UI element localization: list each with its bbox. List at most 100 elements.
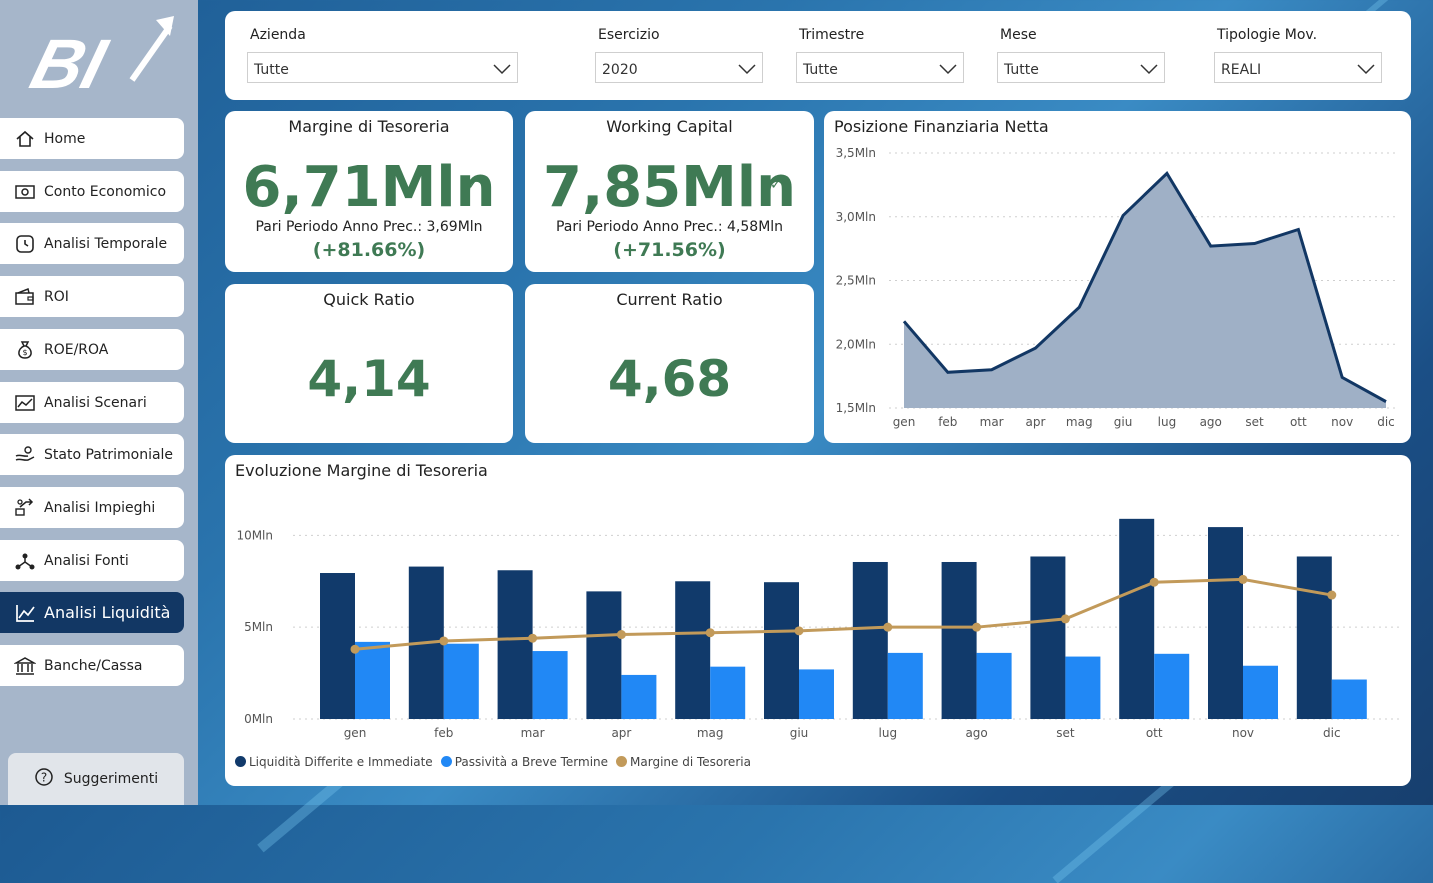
- margine-point: [883, 622, 893, 632]
- y-tick-label: 2,5Mln: [836, 274, 876, 288]
- sidebar-item-label: Analisi Temporale: [44, 235, 168, 252]
- kpi-previous: Pari Periodo Anno Prec.: 3,69Mln: [255, 219, 483, 235]
- kpi-margine-tesoreria: Margine di Tesoreria 6,71Mln ✓ Pari Peri…: [225, 111, 513, 272]
- filter-dropdown[interactable]: Tutte: [247, 52, 518, 83]
- sidebar-item-roi[interactable]: ROI: [0, 276, 184, 317]
- chevron-down-icon: [1140, 64, 1158, 75]
- kpi-quick-ratio: Quick Ratio 4,14: [225, 284, 513, 443]
- margine-point: [350, 644, 360, 654]
- margine-point: [794, 626, 804, 636]
- sidebar-item-stato-patrimoniale[interactable]: Stato Patrimoniale: [0, 434, 184, 475]
- sidebar-item-analisi-liquidit[interactable]: Analisi Liquidità: [0, 592, 184, 633]
- margine-point: [439, 636, 449, 646]
- dropdown-value: Tutte: [1004, 62, 1039, 78]
- bar-passivita: [621, 674, 657, 719]
- bar-passivita: [710, 666, 746, 719]
- kpi-title: Quick Ratio: [323, 290, 415, 309]
- filter-dropdown[interactable]: Tutte: [796, 52, 964, 83]
- sidebar-item-roe-roa[interactable]: $ ROE/ROA: [0, 329, 184, 370]
- money-bag-icon: $: [14, 339, 36, 361]
- home-icon: [14, 128, 36, 150]
- dropdown-value: Tutte: [803, 62, 838, 78]
- kpi-current-ratio: Current Ratio 4,68: [525, 284, 814, 443]
- margine-point: [1060, 614, 1070, 624]
- svg-text:$: $: [22, 348, 27, 357]
- chart-legend: Liquidità Differite e Immediate Passività…: [235, 755, 751, 769]
- evoluzione-bar-chart: 0Mln 5Mln 10Mln gen feb mar apr mag giu lug ago set…: [236, 518, 1400, 740]
- x-tick-label: ott: [1290, 415, 1307, 429]
- bank-icon: [14, 655, 36, 677]
- x-tick-label: mar: [980, 415, 1004, 429]
- sidebar-item-analisi-scenari[interactable]: Analisi Scenari: [0, 382, 184, 423]
- filter-dropdown[interactable]: 2020: [595, 52, 763, 83]
- kpi-value: 7,85Mln: [543, 155, 796, 220]
- x-tick-label: ago: [1200, 415, 1222, 429]
- legend-item[interactable]: Margine di Tesoreria: [616, 755, 751, 769]
- x-tick-label: ott: [1146, 726, 1163, 740]
- margine-line: [354, 577, 1333, 651]
- sidebar-item-label: Home: [44, 130, 86, 147]
- sidebar-item-banche-cassa[interactable]: Banche/Cassa: [0, 645, 184, 686]
- sidebar-item-label: Analisi Scenari: [44, 394, 147, 411]
- kpi-percent: (+81.66%): [312, 239, 426, 261]
- bar-liquidita: [852, 561, 888, 719]
- kpi-title: Working Capital: [606, 117, 733, 136]
- x-tick-label: giu: [1114, 415, 1133, 429]
- x-tick-label: giu: [790, 726, 809, 740]
- bar-passivita: [1243, 665, 1278, 719]
- kpi-title: Margine di Tesoreria: [288, 117, 450, 136]
- filter-dropdown[interactable]: Tutte: [997, 52, 1165, 83]
- x-tick-label: apr: [611, 726, 631, 740]
- sidebar-item-label: Analisi Impieghi: [44, 499, 156, 516]
- check-icon: ✓: [770, 177, 782, 193]
- suggestions-button[interactable]: ? Suggerimenti: [8, 753, 184, 805]
- bar-liquidita: [497, 570, 533, 719]
- bar-liquidita: [675, 581, 711, 719]
- x-tick-label: gen: [344, 726, 367, 740]
- wallet-icon: [14, 286, 36, 308]
- x-tick-label: mag: [1066, 415, 1093, 429]
- evoluzione-chart-card: Evoluzione Margine di Tesoreria 0Mln 5Mln…: [225, 455, 1411, 786]
- chart-title: Posizione Finanziaria Netta: [834, 117, 1049, 136]
- sidebar-item-analisi-impieghi[interactable]: Analisi Impieghi: [0, 487, 184, 528]
- sidebar-item-home[interactable]: Home: [0, 118, 184, 159]
- x-tick-label: apr: [1026, 415, 1046, 429]
- sidebar-item-analisi-fonti[interactable]: Analisi Fonti: [0, 540, 184, 581]
- legend-item[interactable]: Passività a Breve Termine: [440, 755, 608, 769]
- margine-point: [972, 622, 982, 632]
- help-icon: ?: [34, 767, 54, 791]
- bar-passivita: [355, 641, 390, 719]
- margine-point: [616, 630, 626, 640]
- bar-liquidita: [941, 561, 977, 719]
- legend-item[interactable]: Liquidità Differite e Immediate: [235, 755, 433, 769]
- sidebar-item-label: Analisi Fonti: [44, 552, 129, 569]
- y-tick-label: 3,5Mln: [836, 146, 876, 160]
- margine-point: [1238, 574, 1248, 584]
- filter-label: Mese: [1000, 27, 1037, 43]
- x-tick-label: lug: [1158, 415, 1177, 429]
- kpi-previous: Pari Periodo Anno Prec.: 4,58Mln: [555, 219, 784, 235]
- chart-icon: [14, 392, 36, 414]
- x-tick-label: nov: [1331, 415, 1353, 429]
- y-tick-label: 3,0Mln: [836, 210, 876, 224]
- filter-label: Azienda: [250, 27, 306, 43]
- x-tick-label: dic: [1377, 415, 1395, 429]
- x-tick-label: ago: [965, 726, 987, 740]
- svg-text:BI: BI: [23, 26, 116, 100]
- sidebar-item-label: Analisi Liquidità: [44, 603, 171, 622]
- filter-dropdown[interactable]: REALI: [1214, 52, 1382, 83]
- sidebar-item-conto-economico[interactable]: Conto Economico: [0, 171, 184, 212]
- sidebar-item-label: ROI: [44, 288, 69, 305]
- hand-coin-icon: [14, 444, 36, 466]
- bar-passivita: [799, 669, 834, 719]
- sidebar-item-analisi-temporale[interactable]: Analisi Temporale: [0, 223, 184, 264]
- x-tick-label: mar: [521, 726, 545, 740]
- chevron-down-icon: [738, 64, 756, 75]
- suggestions-label: Suggerimenti: [63, 771, 159, 787]
- kpi-title: Current Ratio: [616, 290, 723, 309]
- check-icon: ✓: [467, 177, 479, 193]
- kpi-working-capital: Working Capital 7,85Mln ✓ Pari Periodo A…: [525, 111, 814, 272]
- y-tick-label: 2,0Mln: [836, 337, 876, 351]
- x-tick-label: mag: [697, 726, 724, 740]
- bar-liquidita: [764, 582, 799, 719]
